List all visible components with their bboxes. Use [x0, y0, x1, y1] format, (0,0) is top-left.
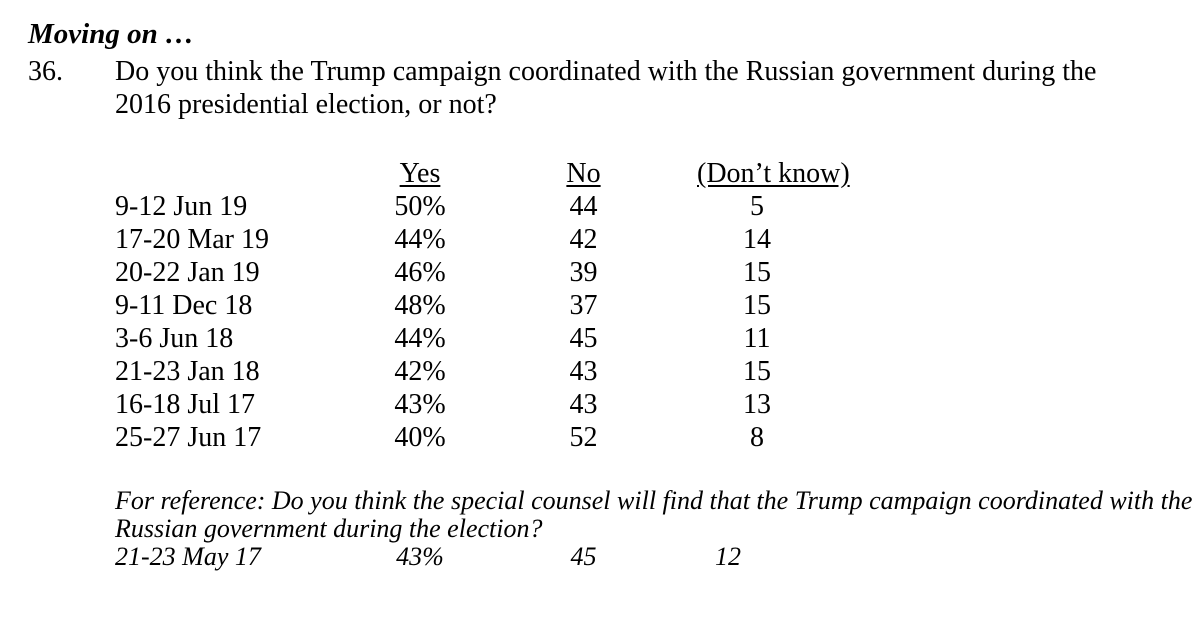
poll-results-table: Yes No (Don’t know) 9-12 Jun 19 50% 44 5… — [115, 157, 1200, 454]
reference-note: For reference: Do you think the special … — [115, 487, 1200, 571]
dont-know-value: 12 — [715, 542, 741, 571]
column-header-dont-know: (Don’t know) — [697, 158, 850, 189]
question-text-line2: 2016 presidential election, or not? — [115, 89, 497, 120]
question-number: 36. — [28, 56, 63, 87]
yes-value: 48% — [394, 290, 446, 321]
no-value: 45 — [569, 323, 598, 354]
column-header-yes: Yes — [399, 158, 441, 189]
yes-value: 43% — [394, 389, 446, 420]
no-value: 44 — [569, 191, 598, 222]
reference-note-line1: For reference: Do you think the special … — [115, 486, 1193, 515]
no-value: 42 — [569, 224, 598, 255]
poll-date: 16-18 Jul 17 — [115, 389, 255, 420]
poll-date: 20-22 Jan 19 — [115, 257, 260, 288]
no-value: 43 — [569, 389, 598, 420]
dont-know-value: 8 — [750, 422, 764, 453]
column-header-no: No — [566, 158, 601, 189]
yes-value: 44% — [394, 323, 446, 354]
no-value: 43 — [569, 356, 598, 387]
reference-row: 21-23 May 17 43% 45 12 — [115, 543, 1200, 571]
dont-know-value: 5 — [750, 191, 764, 222]
poll-date: 25-27 Jun 17 — [115, 422, 262, 453]
no-value: 52 — [569, 422, 598, 453]
reference-note-line2: Russian government during the election? — [115, 514, 543, 543]
poll-date: 17-20 Mar 19 — [115, 224, 269, 255]
poll-date: 21-23 May 17 — [115, 542, 261, 571]
poll-date: 9-11 Dec 18 — [115, 290, 253, 321]
dont-know-value: 14 — [743, 224, 771, 255]
dont-know-value: 11 — [743, 323, 771, 354]
question-text-line1: Do you think the Trump campaign coordina… — [115, 56, 1097, 87]
no-value: 39 — [569, 257, 598, 288]
yes-value: 43% — [396, 542, 444, 571]
dont-know-value: 13 — [743, 389, 771, 420]
no-value: 45 — [570, 542, 597, 571]
yes-value: 46% — [394, 257, 446, 288]
yes-value: 40% — [394, 422, 446, 453]
poll-date: 21-23 Jan 18 — [115, 356, 260, 387]
dont-know-value: 15 — [743, 257, 771, 288]
no-value: 37 — [569, 290, 598, 321]
yes-value: 42% — [394, 356, 446, 387]
header-spacer — [115, 157, 370, 190]
dont-know-value: 15 — [743, 290, 771, 321]
yes-value: 50% — [394, 191, 446, 222]
poll-date: 9-12 Jun 19 — [115, 191, 248, 222]
poll-date: 3-6 Jun 18 — [115, 323, 234, 354]
yes-value: 44% — [394, 224, 446, 255]
poll-document-page: Moving on … 36. Do you think the Trump c… — [0, 17, 1200, 643]
question-text: Do you think the Trump campaign coordina… — [115, 55, 1096, 121]
section-header: Moving on … — [28, 18, 194, 50]
dont-know-value: 15 — [743, 356, 771, 387]
question-block: 36. Do you think the Trump campaign coor… — [0, 55, 1200, 121]
